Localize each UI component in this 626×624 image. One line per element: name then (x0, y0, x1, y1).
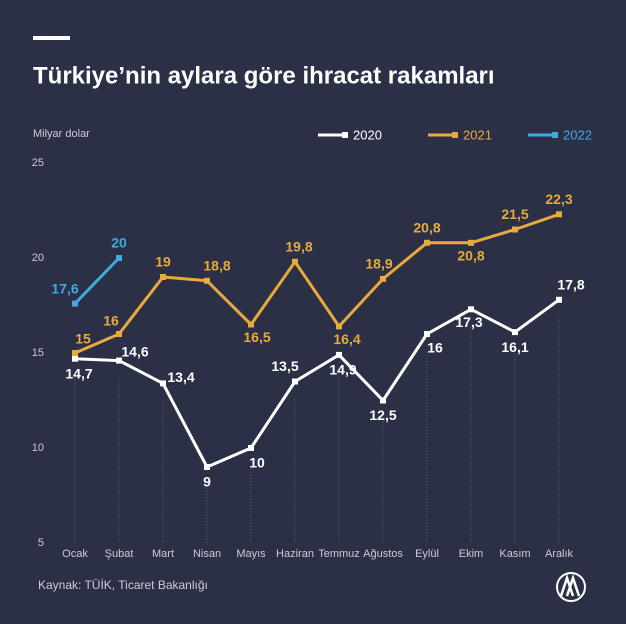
accent-bar (33, 36, 70, 40)
marker (512, 226, 518, 233)
value-label: 17,3 (455, 314, 482, 330)
value-label: 21,5 (501, 206, 528, 222)
value-label: 16,5 (243, 329, 270, 345)
value-label: 19,8 (285, 239, 312, 255)
value-label: 14,6 (121, 343, 148, 359)
series-line (74, 298, 560, 469)
x-tick-label: Ekim (459, 548, 483, 560)
y-tick-label: 20 (32, 252, 44, 264)
logo (556, 572, 586, 602)
legend-label: 2022 (563, 127, 592, 142)
value-label: 17,8 (557, 277, 584, 293)
value-label: 16 (427, 340, 443, 356)
value-label: 16 (103, 313, 119, 329)
x-tick-label: Kasım (499, 548, 530, 560)
y-tick-label: 10 (32, 442, 44, 454)
legend-label: 2021 (463, 127, 492, 142)
value-label: 20 (111, 235, 127, 251)
x-tick-label: Mayıs (236, 548, 266, 560)
legend-marker (552, 132, 558, 138)
value-label: 18,8 (203, 258, 230, 274)
marker (424, 239, 430, 246)
value-label: 13,4 (167, 369, 194, 385)
legend-marker (452, 132, 458, 138)
marker (292, 258, 298, 265)
marker (160, 380, 166, 387)
y-axis-label: Milyar dolar (33, 128, 90, 140)
value-label: 14,7 (65, 365, 92, 381)
x-tick-label: Aralık (545, 548, 574, 560)
y-tick-label: 25 (32, 157, 44, 169)
y-tick-label: 15 (32, 347, 44, 359)
source: Kaynak: TÜİK, Ticaret Bakanlığı (38, 578, 208, 592)
value-label: 12,5 (369, 407, 396, 423)
series-line (73, 256, 121, 305)
y-tick-label: 5 (38, 537, 44, 549)
x-tick-label: Nisan (193, 548, 221, 560)
marker (424, 331, 430, 337)
value-label: 14,9 (329, 362, 356, 378)
marker (116, 331, 122, 337)
series-line (74, 212, 560, 355)
marker (292, 378, 298, 385)
marker (556, 296, 562, 303)
marker (248, 321, 254, 328)
legend-marker (342, 132, 348, 138)
value-label: 16,1 (501, 339, 528, 355)
value-label: 9 (203, 474, 211, 490)
value-label: 18,9 (365, 256, 392, 272)
marker (556, 211, 562, 218)
x-tick-label: Ağustos (363, 548, 403, 560)
x-tick-label: Şubat (105, 548, 134, 560)
marker (380, 397, 386, 404)
marker (512, 329, 518, 336)
marker (72, 300, 78, 307)
legend-label: 2020 (353, 127, 382, 142)
marker (248, 445, 254, 451)
value-label: 20,8 (413, 220, 440, 236)
value-label: 10 (249, 455, 265, 471)
marker (380, 275, 386, 282)
x-tick-label: Eylül (415, 548, 439, 560)
marker (116, 357, 122, 364)
marker (160, 274, 166, 280)
value-label: 19 (155, 254, 171, 270)
marker (468, 306, 474, 313)
marker (116, 255, 122, 261)
marker (204, 277, 210, 284)
marker (336, 351, 342, 358)
marker (72, 350, 78, 356)
x-tick-label: Ocak (62, 548, 88, 560)
x-tick-label: Temmuz (318, 548, 360, 560)
value-label: 22,3 (545, 191, 572, 207)
value-label: 20,8 (457, 248, 484, 264)
x-tick-label: Haziran (276, 548, 314, 560)
value-label: 17,6 (51, 280, 78, 296)
chart-title: Türkiye’nin aylara göre ihracat rakamlar… (33, 62, 495, 89)
marker (72, 355, 78, 362)
value-label: 15 (75, 331, 91, 347)
value-label: 13,5 (271, 358, 298, 374)
marker (336, 323, 342, 330)
x-tick-label: Mart (152, 548, 174, 560)
marker (468, 239, 474, 246)
marker (204, 464, 210, 470)
value-label: 16,4 (333, 331, 360, 347)
